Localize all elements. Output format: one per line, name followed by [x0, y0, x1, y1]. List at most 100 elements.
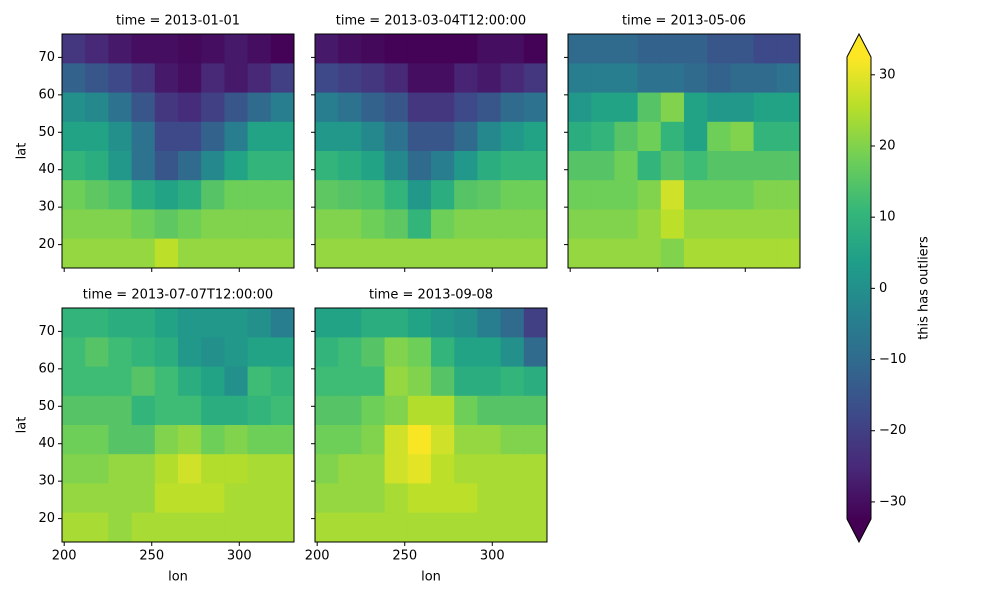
heatmap-cell: [568, 121, 592, 152]
heatmap-cell: [178, 308, 202, 338]
colorbar-tick-label: 30: [879, 67, 896, 82]
heatmap-cell: [62, 121, 86, 152]
heatmap-cell: [523, 366, 548, 397]
heatmap-cell: [384, 512, 409, 543]
heatmap-cell: [431, 151, 455, 181]
heatmap-cell: [500, 454, 525, 484]
panel: time = 2013-09-08 200 250 300 lon: [305, 288, 548, 585]
heatmap-cell: [224, 366, 248, 397]
y-tick-label: 70: [38, 50, 55, 65]
heatmap-cell: [154, 395, 179, 426]
heatmap-cell: [201, 395, 225, 426]
heatmap-cell: [684, 180, 708, 210]
y-axis-label: lat: [15, 417, 30, 434]
heatmap-cell: [384, 180, 409, 210]
heatmap-cell: [431, 209, 455, 240]
heatmap-cell: [201, 308, 225, 338]
heatmap-cell: [85, 308, 109, 338]
heatmap-cell: [131, 425, 156, 455]
heatmap-cell: [315, 366, 339, 397]
y-tick-label: 50: [38, 399, 55, 414]
heatmap-cell: [707, 63, 731, 93]
heatmap-cell: [454, 454, 478, 484]
heatmap-cell: [131, 151, 156, 181]
heatmap-cell: [338, 180, 362, 210]
heatmap-cell: [523, 454, 548, 484]
heatmap-cell: [247, 121, 272, 152]
heatmap-cell: [178, 34, 202, 64]
heatmap-cell: [407, 512, 432, 543]
heatmap-cell: [224, 308, 248, 338]
heatmap-cell: [500, 512, 525, 543]
y-tick-label: 50: [38, 125, 55, 140]
heatmap-cell: [85, 395, 109, 426]
heatmap-cell: [614, 209, 638, 240]
heatmap-cell: [523, 425, 548, 455]
heatmap-cell: [85, 63, 109, 93]
heatmap-cell: [591, 121, 615, 152]
heatmap-cell: [454, 337, 478, 367]
heatmap-cell: [224, 151, 248, 181]
heatmap-cell: [131, 366, 156, 397]
heatmap-cell: [224, 121, 248, 152]
heatmap-cell: [500, 121, 525, 152]
heatmap-cell: [407, 483, 432, 514]
heatmap-cell: [270, 121, 295, 152]
heatmap-cell: [108, 92, 132, 123]
panel-title: time = 2013-03-04T12:00:00: [336, 14, 526, 29]
heatmap-cell: [776, 34, 801, 64]
heatmap-cell: [62, 366, 86, 397]
heatmap-cell: [523, 180, 548, 210]
heatmap-cell: [384, 454, 409, 484]
heatmap-cell: [247, 180, 272, 210]
heatmap-cell: [85, 512, 109, 543]
heatmap-cell: [568, 238, 592, 269]
heatmap-cell: [454, 366, 478, 397]
heatmap-cell: [500, 337, 525, 367]
heatmap-cell: [753, 34, 778, 64]
heatmap-cell: [338, 366, 362, 397]
colorbar-tick-label: 10: [879, 210, 896, 225]
heatmap-cell: [477, 337, 501, 367]
heatmap-cell: [131, 180, 156, 210]
heatmap-cell: [660, 92, 685, 123]
heatmap-cell: [201, 425, 225, 455]
y-tick-label: 60: [38, 361, 55, 376]
heatmap-cell: [270, 512, 295, 543]
heatmap-cell: [500, 151, 525, 181]
heatmap-cell: [85, 121, 109, 152]
x-tick-label: 300: [227, 549, 252, 564]
heatmap-cell: [178, 209, 202, 240]
heatmap-cell: [707, 151, 731, 181]
heatmap-cell: [315, 512, 339, 543]
heatmap-cell: [660, 63, 685, 93]
heatmap-cell: [684, 63, 708, 93]
heatmap-cell: [614, 238, 638, 269]
heatmap-cell: [108, 180, 132, 210]
heatmap-cell: [637, 151, 662, 181]
heatmap-cell: [477, 512, 501, 543]
heatmap-cell: [523, 395, 548, 426]
heatmap-cell: [568, 151, 592, 181]
heatmap-cell: [431, 34, 455, 64]
y-tick-label: 20: [38, 237, 55, 252]
heatmap-cell: [247, 425, 272, 455]
heatmap-cell: [660, 34, 685, 64]
heatmap-cell: [247, 151, 272, 181]
heatmap-cell: [270, 483, 295, 514]
heatmap-cell: [384, 121, 409, 152]
heatmap-cell: [568, 180, 592, 210]
heatmap-cell: [315, 92, 339, 123]
heatmap-cell: [500, 180, 525, 210]
heatmap-cell: [154, 180, 179, 210]
heatmap-cell: [454, 238, 478, 269]
heatmap-cell: [131, 63, 156, 93]
heatmap-cell: [431, 238, 455, 269]
y-tick-label: 40: [38, 162, 55, 177]
heatmap-cell: [62, 34, 86, 64]
x-tick-label: 300: [480, 549, 505, 564]
heatmap-cell: [660, 238, 685, 269]
heatmap-cell: [131, 483, 156, 514]
heatmap-cell: [178, 395, 202, 426]
heatmap-cell: [730, 92, 754, 123]
